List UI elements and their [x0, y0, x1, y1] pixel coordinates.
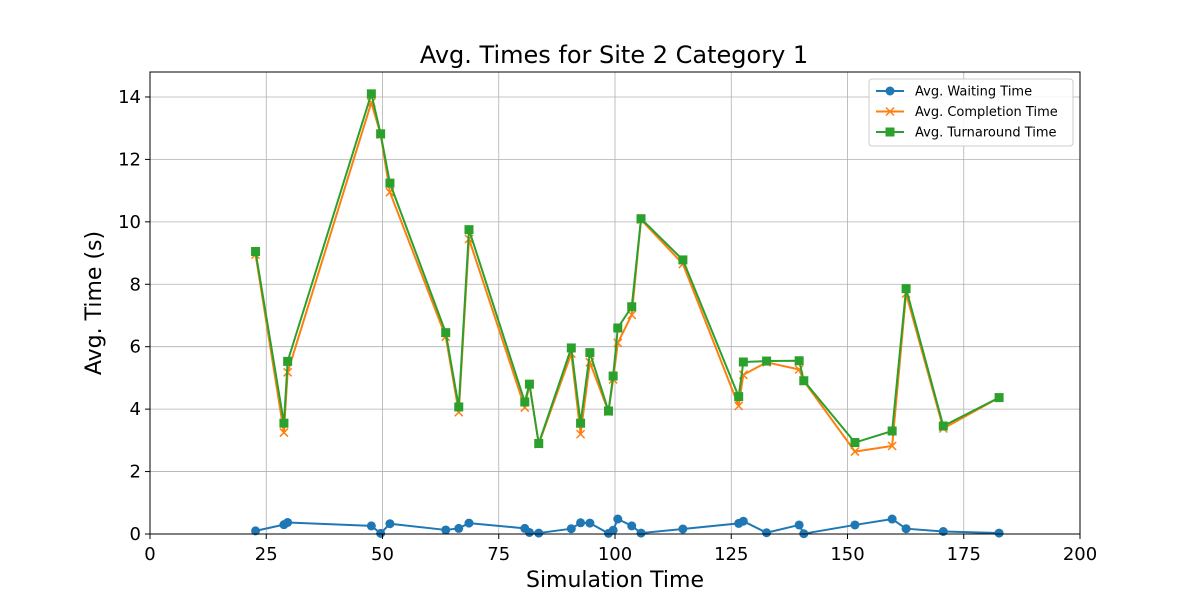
- data-point-avg-waiting-time: [366, 521, 376, 531]
- data-point-avg-turnaround-time: [603, 406, 613, 416]
- data-point-avg-turnaround-time: [585, 348, 595, 358]
- data-point-avg-turnaround-time: [678, 255, 688, 265]
- data-point-avg-turnaround-time: [636, 214, 646, 224]
- data-point-avg-waiting-time: [850, 520, 860, 530]
- data-point-avg-waiting-time: [994, 528, 1004, 538]
- y-tick-label: 10: [118, 212, 141, 233]
- data-point-avg-waiting-time: [441, 525, 451, 535]
- y-tick-label: 4: [130, 399, 141, 420]
- x-tick-label: 150: [830, 544, 864, 565]
- series-layer: [251, 89, 1004, 539]
- data-point-avg-turnaround-time: [376, 129, 386, 139]
- data-point-avg-turnaround-time: [524, 379, 534, 389]
- data-point-avg-turnaround-time: [850, 438, 860, 448]
- data-point-avg-turnaround-time: [762, 356, 772, 366]
- data-point-avg-waiting-time: [636, 528, 646, 538]
- data-point-avg-turnaround-time: [734, 392, 744, 402]
- x-tick-label: 175: [947, 544, 981, 565]
- data-point-avg-waiting-time: [938, 527, 948, 537]
- data-point-avg-waiting-time: [376, 528, 386, 538]
- data-point-avg-turnaround-time: [279, 418, 289, 428]
- data-point-avg-completion-time: [734, 401, 744, 411]
- data-point-avg-completion-time: [850, 447, 860, 457]
- data-point-avg-waiting-time: [576, 518, 586, 528]
- x-tick-label: 25: [255, 544, 278, 565]
- data-point-avg-turnaround-time: [627, 302, 637, 312]
- data-point-avg-waiting-time: [464, 518, 474, 528]
- data-point-avg-turnaround-time: [887, 426, 897, 436]
- data-point-avg-waiting-time: [794, 520, 804, 530]
- series-avg-waiting-time: [251, 514, 1004, 539]
- chart-title: Avg. Times for Site 2 Category 1: [420, 41, 808, 69]
- data-point-avg-waiting-time: [738, 516, 748, 526]
- y-tick-label: 14: [118, 87, 141, 108]
- legend-label-avg-turnaround-time: Avg. Turnaround Time: [915, 126, 1057, 141]
- legend-marker-avg-turnaround-time: [885, 127, 895, 137]
- data-point-avg-turnaround-time: [454, 402, 464, 412]
- data-point-avg-turnaround-time: [534, 438, 544, 448]
- data-point-avg-waiting-time: [887, 514, 897, 524]
- data-point-avg-waiting-time: [613, 514, 623, 524]
- y-tick-label: 8: [130, 274, 141, 295]
- data-point-avg-turnaround-time: [566, 343, 576, 353]
- legend-label-avg-waiting-time: Avg. Waiting Time: [915, 85, 1032, 100]
- legend: Avg. Waiting Time Avg. Completion Time Avg…: [868, 78, 1074, 147]
- data-point-avg-completion-time: [576, 429, 586, 439]
- data-point-avg-waiting-time: [534, 528, 544, 538]
- data-point-avg-turnaround-time: [576, 418, 586, 428]
- x-tick-label: 125: [714, 544, 748, 565]
- y-tick-label: 0: [130, 524, 141, 545]
- y-tick-label: 2: [130, 462, 141, 483]
- data-point-avg-waiting-time: [283, 517, 293, 527]
- data-point-avg-waiting-time: [454, 523, 464, 533]
- data-point-avg-turnaround-time: [608, 371, 618, 381]
- legend-box: [868, 78, 1074, 147]
- x-tick-label: 100: [598, 544, 632, 565]
- x-tick-label: 200: [1063, 544, 1097, 565]
- data-point-avg-waiting-time: [585, 518, 595, 528]
- data-point-avg-waiting-time: [627, 521, 637, 531]
- data-point-avg-waiting-time: [566, 524, 576, 534]
- x-axis-label: Simulation Time: [526, 568, 704, 593]
- y-axis-label: Avg. Time (s): [82, 231, 107, 375]
- data-point-avg-completion-time: [887, 441, 897, 451]
- data-point-avg-turnaround-time: [251, 246, 261, 256]
- data-point-avg-turnaround-time: [283, 356, 293, 366]
- data-point-avg-turnaround-time: [901, 284, 911, 294]
- x-tick-label: 75: [487, 544, 510, 565]
- data-point-avg-waiting-time: [251, 526, 261, 536]
- x-tick-label: 0: [144, 544, 155, 565]
- axis-ticks: 0 25 50 75 100 125 150 175 200 0 2 4 6 8 10 12 14: [118, 87, 1097, 565]
- data-point-avg-completion-time: [279, 428, 289, 438]
- data-point-avg-turnaround-time: [520, 397, 530, 407]
- data-point-avg-turnaround-time: [464, 225, 474, 235]
- data-point-avg-turnaround-time: [366, 89, 376, 99]
- data-point-avg-turnaround-time: [938, 421, 948, 431]
- legend-label-avg-completion-time: Avg. Completion Time: [915, 105, 1058, 120]
- data-point-avg-turnaround-time: [441, 328, 451, 338]
- data-point-avg-turnaround-time: [738, 357, 748, 367]
- x-tick-label: 50: [371, 544, 394, 565]
- data-point-avg-turnaround-time: [799, 376, 809, 386]
- y-tick-label: 12: [118, 149, 141, 170]
- data-point-avg-waiting-time: [678, 524, 688, 534]
- data-point-avg-turnaround-time: [385, 178, 395, 188]
- data-point-avg-waiting-time: [524, 527, 534, 537]
- series-avg-turnaround-time: [251, 89, 1004, 448]
- y-tick-label: 6: [130, 337, 141, 358]
- data-point-avg-turnaround-time: [994, 393, 1004, 403]
- data-point-avg-waiting-time: [901, 524, 911, 534]
- legend-marker-avg-waiting-time: [885, 86, 895, 96]
- data-point-avg-waiting-time: [762, 528, 772, 538]
- data-point-avg-turnaround-time: [794, 356, 804, 366]
- data-point-avg-waiting-time: [385, 519, 395, 529]
- data-point-avg-turnaround-time: [613, 323, 623, 333]
- legend-marker-avg-completion-time: [885, 106, 895, 117]
- data-point-avg-waiting-time: [608, 525, 618, 535]
